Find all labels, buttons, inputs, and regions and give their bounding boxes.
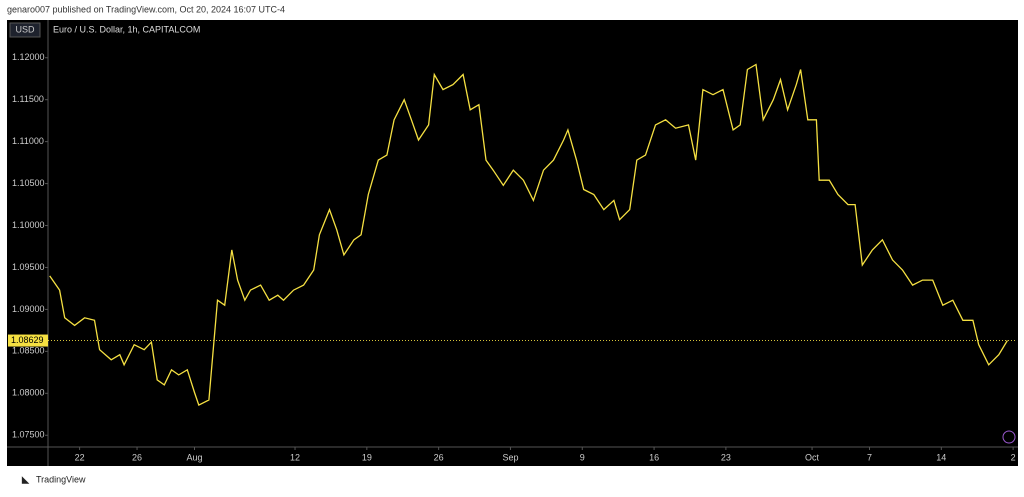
last-price-box (8, 334, 48, 347)
byline: genaro007 published on TradingView.com, … (7, 4, 285, 14)
currency-box[interactable] (9, 22, 41, 38)
x-tick-label: Oct (805, 452, 820, 462)
x-tick-label: 16 (649, 452, 659, 462)
x-tick-label: 22 (75, 452, 85, 462)
x-tick-label: 14 (936, 452, 946, 462)
y-tick-label: 1.07500 (12, 430, 45, 440)
y-tick-label: 1.12000 (12, 52, 45, 62)
y-tick-label: 1.11500 (12, 94, 44, 104)
brand: TradingView (36, 474, 86, 484)
y-tick-label: 1.09000 (12, 304, 45, 314)
x-tick-label: 7 (867, 452, 872, 462)
last-price-label: 1.08629 (11, 335, 44, 345)
y-tick-label: 1.11000 (12, 136, 44, 146)
y-tick-label: 1.10500 (12, 178, 45, 188)
logo: ◣ (21, 474, 30, 484)
x-tick-label: Sep (502, 452, 518, 462)
x-tick-label: 9 (580, 452, 585, 462)
x-tick-label: 12 (290, 452, 300, 462)
x-tick-label: 2 (1011, 452, 1016, 462)
y-tick-label: 1.09500 (12, 262, 45, 272)
chart-background (7, 20, 1018, 466)
x-tick-label: 19 (362, 452, 372, 462)
x-tick-label: 23 (721, 452, 731, 462)
x-tick-label: Aug (186, 452, 202, 462)
y-tick-label: 1.08000 (12, 388, 45, 398)
currency: USD (15, 24, 35, 34)
price-line (49, 63, 1008, 407)
x-tick-label: 26 (132, 452, 142, 462)
y-tick-label: 1.08500 (12, 346, 45, 356)
chart-title: Euro / U.S. Dollar, 1h, CAPITALCOM (53, 24, 200, 34)
x-tick-label: 26 (434, 452, 444, 462)
alert-icon[interactable] (1002, 430, 1016, 444)
y-tick-label: 1.10000 (12, 220, 45, 230)
